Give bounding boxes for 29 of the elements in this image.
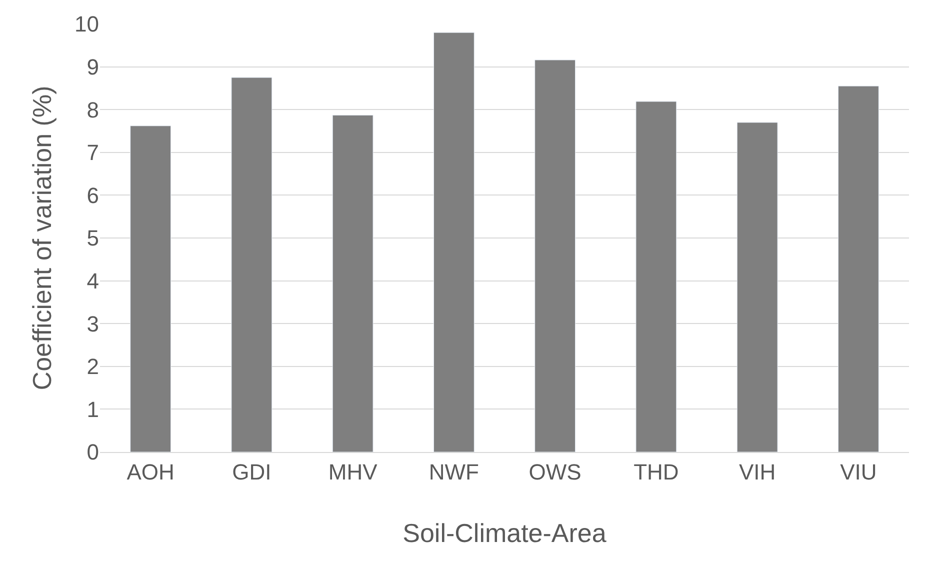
x-tick-label: GDI: [232, 459, 272, 484]
y-axis-title: Coefficient of variation (%): [26, 86, 57, 390]
bar: [332, 114, 374, 452]
y-tick-label: 3: [86, 311, 99, 336]
y-tick-label: 2: [86, 354, 99, 380]
x-tick-label: VIH: [738, 459, 776, 484]
y-tick-label: 0: [86, 440, 99, 465]
x-tick-label: MHV: [328, 459, 378, 484]
bar: [636, 101, 677, 452]
y-tick-label: 9: [86, 54, 99, 80]
y-tick-label: 4: [86, 268, 99, 294]
y-tick-label: 8: [86, 97, 99, 122]
bar: [534, 60, 576, 452]
y-tick-label: 1: [86, 396, 99, 422]
bar: [433, 32, 474, 452]
bar: [736, 122, 778, 452]
x-tick-label: VIU: [840, 459, 877, 484]
y-tick-label: 7: [86, 140, 99, 166]
x-tick-label: NWF: [428, 459, 479, 484]
x-axis-title: Soil-Climate-Area: [402, 518, 607, 548]
y-tick-label: 5: [86, 226, 99, 251]
bar: [838, 86, 879, 452]
x-tick-label: AOH: [126, 459, 174, 484]
y-tick-label: 6: [86, 182, 99, 208]
bar: [130, 126, 172, 452]
x-tick-label: THD: [634, 459, 679, 484]
y-tick-label: 10: [74, 12, 99, 37]
x-tick-label: OWS: [528, 459, 582, 484]
bar: [231, 77, 272, 452]
